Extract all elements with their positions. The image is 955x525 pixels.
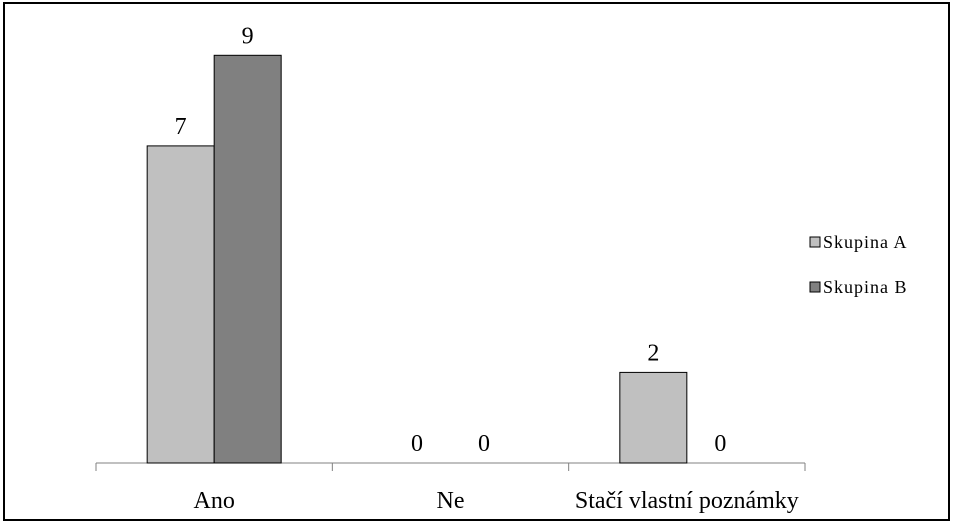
data-label: 0: [411, 431, 423, 457]
data-label: 0: [714, 431, 726, 457]
legend-label: Skupina A: [823, 232, 908, 252]
data-label: 7: [175, 114, 187, 140]
legend-label: Skupina B: [823, 277, 908, 297]
legend-item: Skupina B: [809, 277, 908, 297]
data-label: 0: [478, 431, 490, 457]
legend: Skupina A Skupina B: [809, 232, 908, 297]
bar: [213, 54, 282, 464]
x-tick-label: Ne: [437, 488, 465, 514]
legend-swatch: [809, 236, 821, 248]
legend-swatch: [809, 281, 821, 293]
bar: [146, 145, 215, 464]
x-tick-label: Stačí vlastní poznámky: [575, 488, 799, 514]
legend-item: Skupina A: [809, 232, 908, 252]
data-label: 2: [647, 340, 659, 366]
data-label: 9: [242, 23, 254, 49]
x-tick-label: Ano: [193, 488, 234, 514]
plot-area: 7 9 Ano 0 0 Ne 2 0 Stačí vlastní poznámky: [95, 23, 806, 514]
bar: [619, 371, 688, 464]
